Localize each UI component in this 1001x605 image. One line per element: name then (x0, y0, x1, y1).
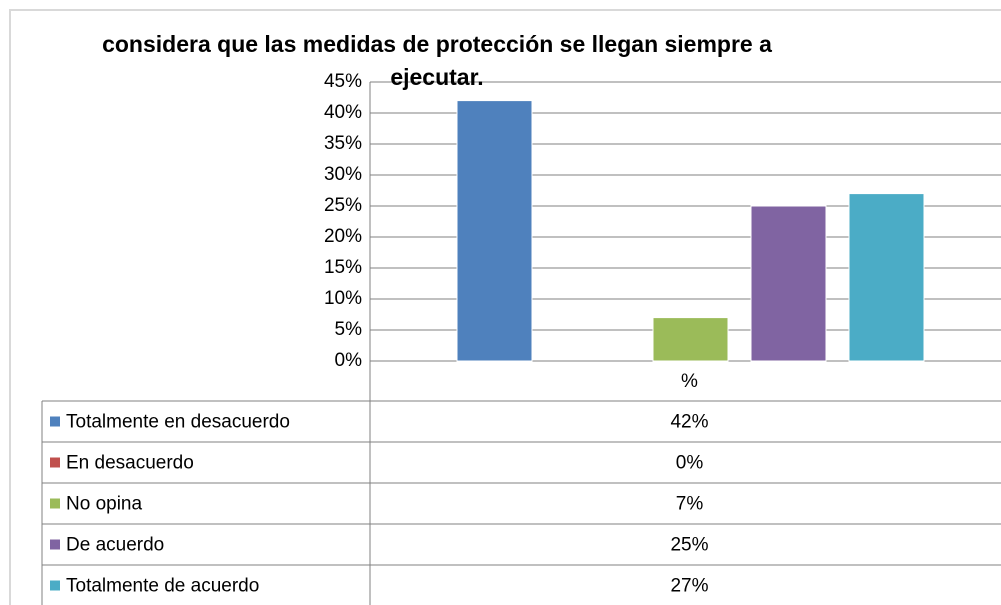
table-value: 42% (670, 412, 708, 433)
table-value: 25% (670, 535, 708, 556)
y-tick-label: 30% (324, 164, 362, 185)
y-tick-label: 15% (324, 257, 362, 278)
y-tick-label: 25% (324, 195, 362, 216)
y-tick-label: 5% (335, 319, 363, 340)
bar (750, 205, 827, 362)
chart-frame (9, 9, 1001, 605)
x-tick-label: % (681, 371, 698, 392)
legend-swatch (50, 539, 60, 550)
y-tick-label: 10% (324, 288, 362, 309)
table-value: 0% (676, 453, 704, 474)
y-tick-label: 45% (324, 71, 362, 92)
legend-label: Totalmente de acuerdo (66, 576, 259, 597)
y-tick-label: 0% (335, 350, 363, 371)
legend-swatch (50, 580, 60, 591)
legend-label: De acuerdo (66, 535, 164, 556)
y-tick-label: 35% (324, 133, 362, 154)
table-value: 7% (676, 494, 704, 515)
chart-title: considera que las medidas de protección … (102, 31, 772, 90)
y-tick-label: 20% (324, 226, 362, 247)
legend-label: No opina (66, 494, 142, 515)
legend-label: En desacuerdo (66, 453, 194, 474)
bar (848, 193, 925, 362)
bar (652, 317, 729, 362)
legend-label: Totalmente en desacuerdo (66, 412, 290, 433)
legend-swatch (50, 457, 60, 468)
bar (456, 100, 533, 362)
y-tick-label: 40% (324, 102, 362, 123)
table-value: 27% (670, 576, 708, 597)
legend-swatch (50, 498, 60, 509)
legend-swatch (50, 416, 60, 427)
